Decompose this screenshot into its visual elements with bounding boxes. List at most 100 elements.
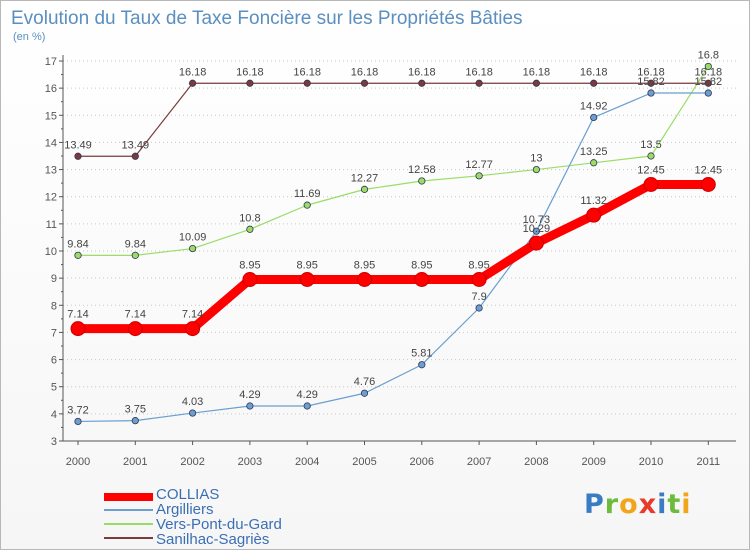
data-point bbox=[643, 177, 659, 192]
data-label: 4.29 bbox=[296, 389, 317, 401]
y-tick-label: 13 bbox=[45, 165, 57, 177]
y-tick-label: 17 bbox=[45, 56, 57, 68]
data-point bbox=[528, 235, 544, 251]
data-label: 12.27 bbox=[351, 172, 379, 184]
x-tick-label: 2009 bbox=[581, 456, 605, 468]
data-point bbox=[647, 152, 655, 160]
data-label: 16.18 bbox=[465, 66, 493, 78]
series-line-sanilhac-sagri-s bbox=[77, 82, 709, 157]
data-label: 16.18 bbox=[408, 66, 436, 78]
y-tick-label: 3 bbox=[51, 436, 57, 448]
data-label: 7.14 bbox=[125, 309, 146, 321]
data-point bbox=[700, 177, 716, 192]
data-point bbox=[242, 272, 258, 287]
y-tick-label: 5 bbox=[51, 382, 57, 394]
data-point bbox=[360, 389, 369, 397]
data-label: 8.95 bbox=[354, 260, 375, 272]
legend-label-argilliers: Argilliers bbox=[156, 501, 214, 518]
data-label: 9.84 bbox=[125, 238, 146, 250]
data-label: 9.84 bbox=[67, 238, 88, 250]
data-point bbox=[590, 79, 598, 87]
data-point bbox=[299, 272, 315, 287]
data-point bbox=[532, 79, 541, 87]
grid-lines bbox=[63, 60, 736, 415]
data-label: 16.18 bbox=[695, 66, 723, 78]
data-label: 13.49 bbox=[64, 139, 92, 151]
data-point bbox=[70, 321, 86, 337]
data-label: 8.95 bbox=[468, 260, 489, 272]
data-label: 10.29 bbox=[523, 223, 551, 235]
data-point bbox=[74, 152, 82, 160]
x-tick-label: 2006 bbox=[410, 456, 434, 468]
data-point bbox=[475, 79, 483, 87]
proxiti-logo: Proxiti bbox=[584, 489, 692, 520]
x-tick-label: 2004 bbox=[295, 456, 319, 468]
data-point bbox=[127, 321, 143, 337]
legend-label-vers-pont-du-gard: Vers-Pont-du-Gard bbox=[156, 516, 282, 533]
y-tick-label: 7 bbox=[51, 327, 57, 339]
data-point bbox=[303, 201, 311, 209]
data-point bbox=[131, 251, 139, 259]
data-point bbox=[185, 321, 201, 337]
data-label: 16.18 bbox=[179, 66, 207, 78]
data-label: 7.14 bbox=[67, 309, 88, 321]
data-point bbox=[418, 177, 426, 185]
logo-letter: t bbox=[667, 489, 682, 520]
x-tick-label: 2001 bbox=[123, 456, 147, 468]
series-line-argilliers bbox=[77, 92, 709, 423]
data-point bbox=[189, 79, 197, 87]
data-point bbox=[131, 417, 139, 425]
data-label: 3.72 bbox=[67, 404, 88, 416]
legend-swatches bbox=[104, 493, 153, 539]
data-point bbox=[357, 272, 372, 287]
x-tick-label: 2002 bbox=[180, 456, 204, 468]
data-point bbox=[475, 304, 483, 312]
x-tick-label: 2005 bbox=[352, 456, 376, 468]
data-label: 16.18 bbox=[580, 66, 608, 78]
data-point bbox=[303, 79, 311, 87]
y-tick-label: 9 bbox=[51, 273, 57, 285]
data-point bbox=[704, 62, 712, 71]
logo-letter: r bbox=[604, 489, 620, 520]
data-label: 16.18 bbox=[236, 66, 264, 78]
x-tick-label: 2007 bbox=[467, 456, 491, 468]
data-label: 10.09 bbox=[179, 232, 207, 244]
data-point bbox=[303, 402, 311, 410]
data-label: 13.49 bbox=[122, 139, 150, 151]
data-label: 3.75 bbox=[125, 404, 146, 416]
x-tick-label: 2000 bbox=[66, 456, 90, 468]
data-label: 16.18 bbox=[351, 66, 379, 78]
data-point bbox=[189, 409, 197, 417]
chart-subtitle: (en %) bbox=[13, 31, 45, 43]
y-tick-label: 16 bbox=[45, 83, 57, 95]
data-point bbox=[360, 79, 369, 87]
data-point bbox=[74, 251, 82, 259]
data-label: 7.9 bbox=[471, 291, 486, 303]
data-label: 11.32 bbox=[580, 195, 607, 207]
data-point bbox=[418, 361, 426, 369]
data-point bbox=[360, 185, 369, 193]
y-tick-label: 8 bbox=[51, 300, 57, 312]
data-label: 13.25 bbox=[580, 146, 608, 158]
data-point bbox=[246, 402, 254, 410]
x-tick-label: 2008 bbox=[524, 456, 548, 468]
y-tick-label: 10 bbox=[45, 246, 57, 258]
data-point bbox=[189, 244, 197, 253]
data-label: 8.95 bbox=[411, 260, 432, 272]
data-label: 16.8 bbox=[698, 49, 719, 61]
data-point bbox=[532, 165, 541, 174]
data-label: 12.45 bbox=[637, 165, 665, 177]
data-label: 4.03 bbox=[182, 396, 203, 408]
x-tick-label: 2003 bbox=[238, 456, 262, 468]
data-label: 12.77 bbox=[465, 159, 493, 171]
data-label: 16.18 bbox=[523, 66, 551, 78]
data-point bbox=[586, 207, 602, 223]
series-line-collias bbox=[73, 180, 713, 334]
data-label: 5.81 bbox=[411, 348, 432, 360]
series-lines bbox=[70, 62, 716, 426]
data-point bbox=[647, 89, 655, 97]
data-point bbox=[246, 79, 254, 87]
data-point bbox=[414, 272, 430, 287]
data-label: 14.92 bbox=[580, 100, 608, 112]
data-point bbox=[74, 417, 82, 426]
